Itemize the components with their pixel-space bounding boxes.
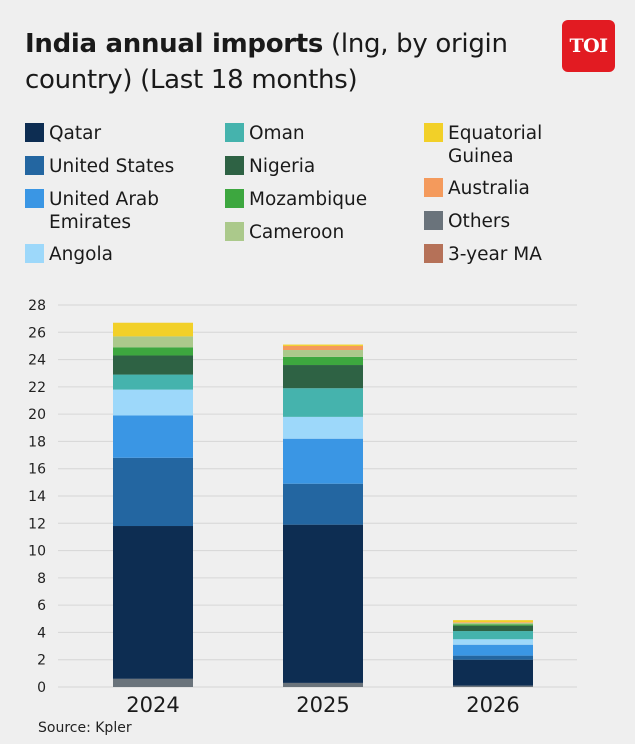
y-tick-label: 24: [28, 353, 46, 369]
bar-segment: [113, 526, 193, 679]
bar-segment: [113, 336, 193, 348]
bar-segment: [453, 620, 533, 623]
bar-segment: [283, 524, 363, 683]
bar-segment: [453, 659, 533, 686]
y-tick-label: 8: [37, 571, 46, 587]
legend-label: Oman: [249, 123, 305, 144]
bar-segment: [453, 685, 533, 687]
bar-segment: [283, 388, 363, 417]
legend-item: Qatar: [25, 122, 101, 145]
legend-label: Others: [448, 211, 511, 232]
legend-label: Qatar: [49, 123, 102, 144]
legend-item: Angola: [25, 243, 113, 266]
legend-item: Australia: [424, 177, 530, 200]
legend-label: United States: [49, 156, 175, 177]
legend-label: Angola: [49, 244, 113, 265]
legend-label: Australia: [448, 178, 530, 199]
legend-item: Others: [424, 210, 510, 233]
bar-segment: [113, 457, 193, 527]
bar-segment: [283, 350, 363, 357]
bar-segment: [453, 639, 533, 645]
legend-swatch: [25, 156, 44, 175]
legend-label: Mozambique: [249, 189, 368, 210]
legend-swatch: [424, 244, 443, 263]
bar-segment: [453, 631, 533, 640]
chart-title: India annual imports (lng, by origin cou…: [25, 26, 535, 98]
legend-swatch: [225, 156, 244, 175]
y-tick-label: 14: [28, 489, 46, 505]
legend-label: United Arab Emirates: [49, 189, 160, 233]
legend-label: Nigeria: [249, 156, 316, 177]
y-tick-label: 6: [37, 598, 46, 614]
x-tick-label: 2024: [126, 693, 179, 717]
bar-segment: [453, 655, 533, 660]
legend-item: Oman: [225, 122, 305, 145]
bar-segment: [453, 624, 533, 626]
bar-segment: [283, 438, 363, 484]
legend-swatch: [25, 189, 44, 208]
bar-segment: [453, 625, 533, 632]
bar-segment: [283, 356, 363, 366]
y-tick-label: 4: [37, 625, 46, 641]
bar-segment: [113, 678, 193, 687]
source-note: Source: Kpler: [38, 720, 132, 736]
legend-swatch: [225, 222, 244, 241]
bar-segment: [283, 416, 363, 439]
bar-segment: [113, 415, 193, 458]
legend-swatch: [424, 123, 443, 142]
bar-segment: [283, 682, 363, 687]
y-tick-label: 28: [28, 298, 46, 314]
y-tick-label: 22: [28, 380, 46, 396]
legend-item: 3-year MA: [424, 243, 542, 266]
toi-logo: TOI: [562, 20, 615, 72]
legend-label: 3-year MA: [448, 244, 542, 265]
y-tick-label: 18: [28, 434, 46, 450]
y-tick-label: 26: [28, 325, 46, 341]
legend-item: United States: [25, 155, 174, 178]
x-tick-label: 2026: [466, 693, 519, 717]
bar-segment: [113, 355, 193, 375]
bar-segment: [283, 345, 363, 351]
chart-title-rest: (lng, by origin country) (Last 18 months…: [25, 29, 508, 95]
bar-segment: [453, 622, 533, 625]
legend-swatch: [424, 211, 443, 230]
bar-segment: [113, 389, 193, 416]
legend-item: Nigeria: [225, 155, 315, 178]
legend-swatch: [25, 244, 44, 263]
bar-segment: [453, 644, 533, 656]
y-tick-label: 2: [37, 653, 46, 669]
bar-segment: [283, 344, 363, 346]
x-tick-label: 2025: [296, 693, 349, 717]
y-tick-label: 0: [37, 680, 46, 696]
legend-item: Equatorial Guinea: [424, 122, 542, 168]
y-tick-label: 16: [28, 462, 46, 478]
bar-segment: [283, 483, 363, 525]
bar-segment: [453, 622, 533, 623]
y-tick-label: 20: [28, 407, 46, 423]
legend-swatch: [25, 123, 44, 142]
bar-segment: [113, 322, 193, 337]
legend-label: Equatorial Guinea: [448, 123, 543, 167]
legend-swatch: [225, 123, 244, 142]
legend-item: United Arab Emirates: [25, 188, 159, 234]
chart-title-bold: India annual imports: [25, 29, 324, 59]
y-tick-label: 12: [28, 516, 46, 532]
legend-item: Mozambique: [225, 188, 367, 211]
legend-swatch: [225, 189, 244, 208]
legend-label: Cameroon: [249, 222, 345, 243]
bar-segment: [113, 347, 193, 356]
legend-swatch: [424, 178, 443, 197]
bar-segment: [113, 374, 193, 390]
bar-segment: [283, 365, 363, 389]
y-tick-label: 10: [28, 544, 46, 560]
legend-item: Cameroon: [225, 221, 344, 244]
